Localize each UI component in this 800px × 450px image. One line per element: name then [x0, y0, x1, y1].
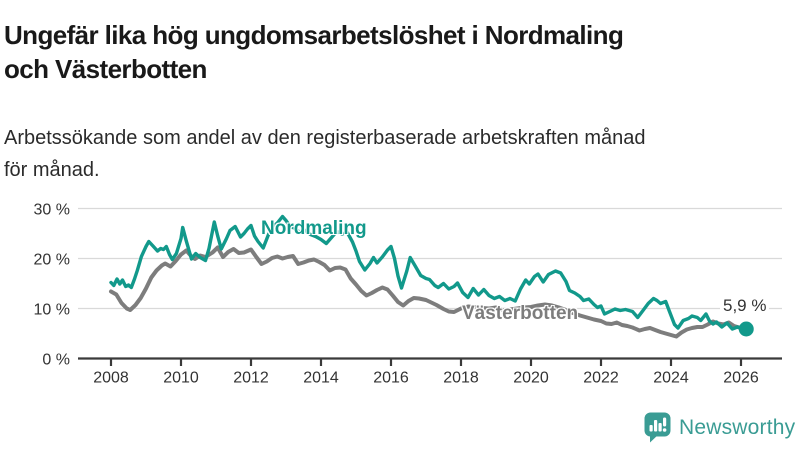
x-tick-label: 2014 — [303, 370, 339, 387]
line-nordmaling — [109, 214, 748, 331]
newsworthy-logo: Newsworthy — [644, 412, 795, 443]
x-tick-label: 2018 — [443, 370, 479, 387]
y-tick-label: 10 % — [34, 302, 70, 319]
x-tick-label: 2008 — [93, 370, 129, 387]
x-tick-label: 2022 — [583, 370, 619, 387]
subtitle-line-1: Arbetssökande som andel av den registerb… — [4, 127, 646, 149]
subtitle-line-2: för månad. — [4, 158, 100, 181]
title-line-1: Ungefär lika hög ungdomsarbetslöshet i N… — [4, 20, 624, 51]
x-tick-label: 2012 — [233, 370, 269, 387]
x-tick-label: 2016 — [373, 370, 409, 387]
x-tick-label: 2010 — [163, 370, 199, 387]
series-label-vasterbotten: Västerbotten — [462, 303, 579, 324]
y-tick-label: 20 % — [34, 252, 70, 269]
line-västerbotten — [109, 245, 747, 339]
chart-subtitle: Arbetssökande som andel av den registerb… — [4, 123, 794, 186]
bar-chart-speech-bubble-icon — [644, 412, 671, 443]
page-title: Ungefär lika hög ungdomsarbetslöshet i N… — [4, 19, 784, 86]
y-tick-label: 0 % — [42, 352, 70, 369]
title-line-2: och Västerbotten — [4, 53, 207, 84]
x-tick-label: 2026 — [723, 370, 759, 387]
x-tick-label: 2020 — [513, 370, 549, 387]
latest-value-dot — [738, 321, 754, 337]
logo-text: Newsworthy — [679, 415, 796, 439]
y-tick-label: 30 % — [34, 202, 70, 219]
x-tick-label: 2024 — [653, 370, 689, 387]
series-label-nordmaling: Nordmaling — [261, 218, 367, 239]
latest-value-label: 5,9 % — [720, 296, 770, 316]
